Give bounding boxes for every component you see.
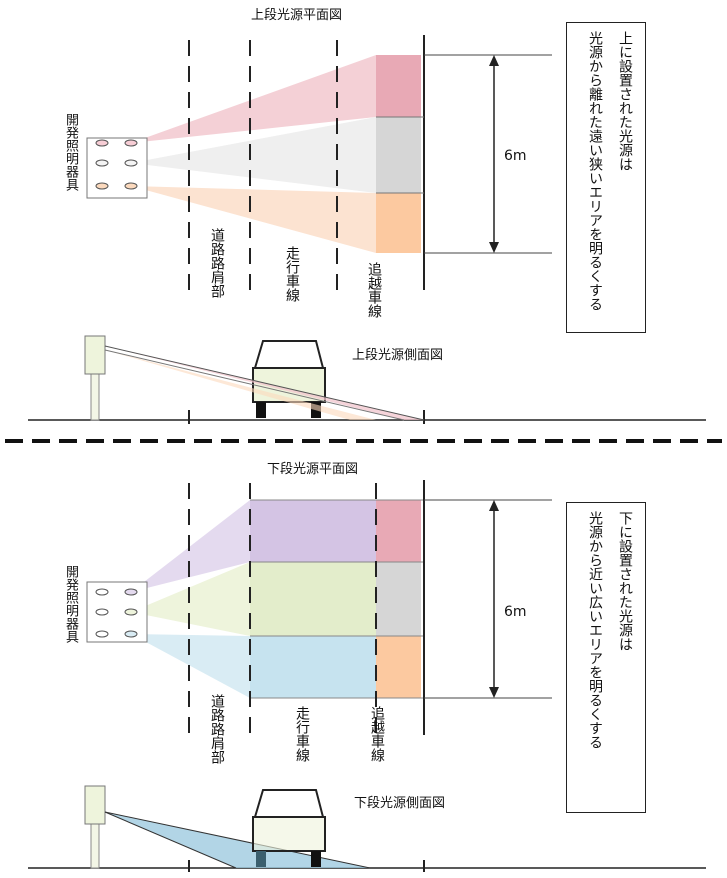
lower-lamp-4 xyxy=(124,608,138,616)
lower-side-beam-edge-1 xyxy=(104,811,371,869)
lower-lamp-1 xyxy=(95,588,109,596)
upper-pole-head xyxy=(84,335,106,375)
lower-side xyxy=(28,785,706,872)
upper-plan xyxy=(86,35,552,290)
upper-note-line1: 上に設置された光源は xyxy=(617,31,633,171)
upper-lamp-6 xyxy=(124,182,138,190)
lower-note-line1: 下に設置された光源は xyxy=(617,511,633,651)
upper-beam-peach xyxy=(131,186,376,253)
lower-dim-arrowhead-bottom xyxy=(489,687,499,698)
lower-plan-title: 下段光源平面図 xyxy=(267,462,359,477)
lower-zone-blue xyxy=(250,636,376,698)
lower-lane-passing: 追越車線 xyxy=(369,706,385,762)
lower-zone-green xyxy=(250,562,376,636)
upper-side-beam-peach xyxy=(105,350,376,420)
lower-fixture-label: 開発照明器具 xyxy=(63,565,78,643)
lower-beam-blue xyxy=(131,634,250,698)
upper-lane-travel: 走行車線 xyxy=(284,246,300,302)
lower-car-wheel-2 xyxy=(311,851,321,867)
upper-lamp-4 xyxy=(124,159,138,167)
lower-lane-travel: 走行車線 xyxy=(294,706,310,762)
upper-zone-peach xyxy=(376,193,421,253)
upper-zone-gray xyxy=(376,117,421,193)
upper-side-beam-edge-2 xyxy=(104,349,405,421)
lower-car-body xyxy=(252,816,326,852)
upper-lane-passing: 追越車線 xyxy=(366,262,382,318)
upper-note-line2: 光源から離れた遠い狭いエリアを明るくする xyxy=(587,31,603,311)
upper-side-beam-edge-1 xyxy=(104,345,425,421)
upper-beam-gray xyxy=(131,117,376,193)
lower-car-wheel-1 xyxy=(256,851,266,867)
lower-zone-peach xyxy=(376,636,421,698)
lower-beam-green xyxy=(131,562,250,636)
lower-lamp-5 xyxy=(95,630,109,638)
upper-zone-pink xyxy=(376,55,421,117)
lower-plan xyxy=(86,480,552,735)
upper-dim-arrowhead-bottom xyxy=(489,242,499,253)
upper-beam-pink xyxy=(131,55,376,143)
upper-car-roof xyxy=(253,340,325,369)
lower-zone-gray xyxy=(376,562,421,636)
lower-lamp-2 xyxy=(124,588,138,596)
upper-distance-label: 6m xyxy=(504,148,527,164)
upper-pole xyxy=(90,371,100,421)
lower-pole xyxy=(90,819,100,869)
lower-lane-shoulder: 道路路肩部 xyxy=(209,694,225,764)
upper-lamp-1 xyxy=(95,139,109,147)
upper-side-title: 上段光源側面図 xyxy=(352,348,444,363)
lower-car-roof xyxy=(253,789,325,818)
lower-side-beam-edge-2 xyxy=(104,811,237,869)
upper-fixture-label: 開発照明器具 xyxy=(63,113,78,191)
lower-note-line2: 光源から近い広いエリアを明るくする xyxy=(587,511,603,749)
upper-dim-arrowhead-top xyxy=(489,55,499,66)
lower-zone-pink xyxy=(376,500,421,562)
lower-zone-purple xyxy=(250,500,376,562)
upper-lane-shoulder: 道路路肩部 xyxy=(209,228,225,298)
upper-fixture-box xyxy=(86,137,148,199)
upper-car-wheel-1 xyxy=(256,402,266,418)
lower-lamp-6 xyxy=(124,630,138,638)
upper-lamp-3 xyxy=(95,159,109,167)
lower-side-title: 下段光源側面図 xyxy=(354,796,446,811)
upper-plan-title: 上段光源平面図 xyxy=(251,8,343,23)
lower-lamp-3 xyxy=(95,608,109,616)
lower-distance-label: 6m xyxy=(504,604,527,620)
upper-note-box: 上に設置された光源は 光源から離れた遠い狭いエリアを明るくする xyxy=(566,22,646,333)
upper-side xyxy=(28,335,706,424)
lower-note-box: 下に設置された光源は 光源から近い広いエリアを明るくする xyxy=(566,502,646,813)
lower-dim-arrowhead-top xyxy=(489,500,499,511)
upper-lamp-2 xyxy=(124,139,138,147)
upper-lamp-5 xyxy=(95,182,109,190)
lower-beam-purple xyxy=(131,500,250,592)
lower-pole-head xyxy=(84,785,106,825)
